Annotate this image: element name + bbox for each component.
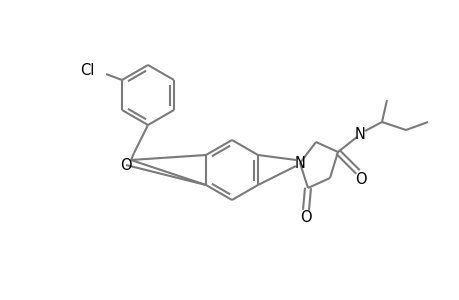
Text: N: N [294, 155, 305, 170]
Text: O: O [120, 158, 132, 172]
Text: O: O [300, 211, 311, 226]
Text: N: N [354, 127, 364, 142]
Text: Cl: Cl [79, 62, 94, 77]
Text: O: O [354, 172, 366, 188]
